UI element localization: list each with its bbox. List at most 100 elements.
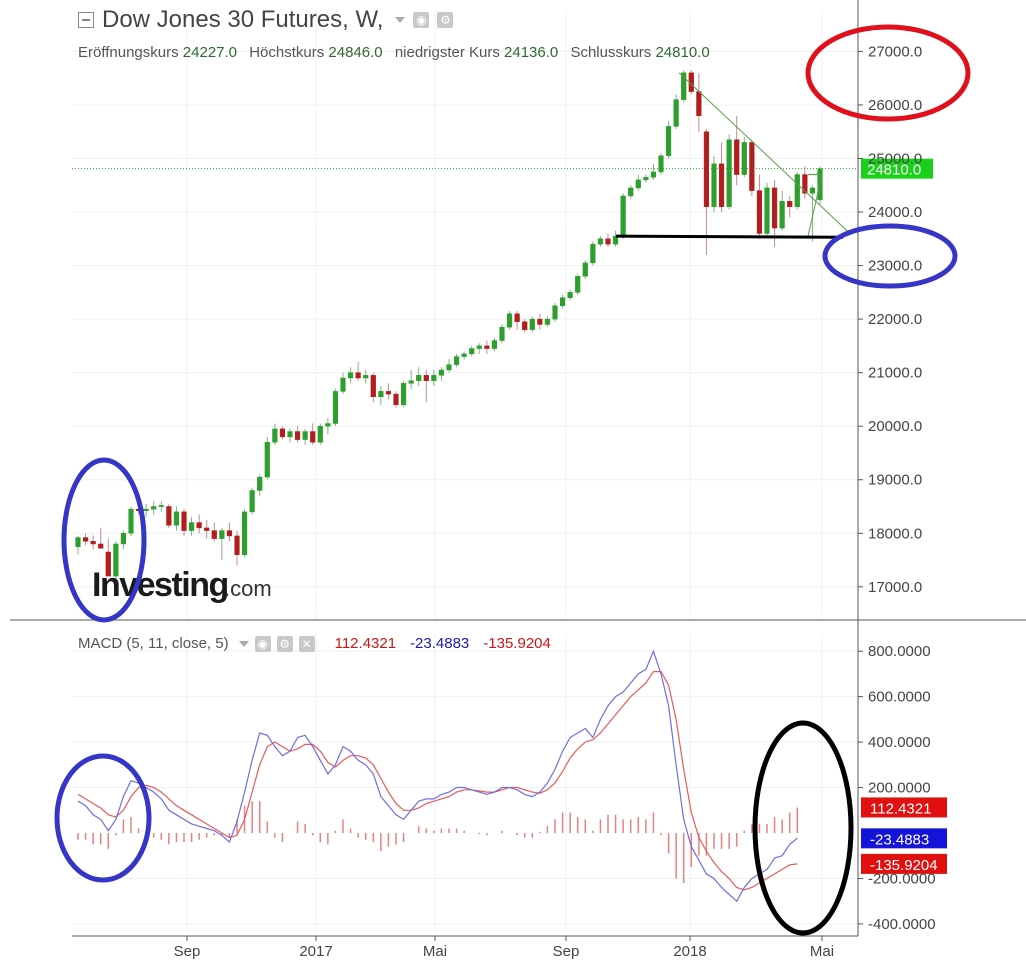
price-tick-label: 25000.0 <box>868 150 922 167</box>
candle-body <box>143 508 149 512</box>
macd-line <box>77 649 798 903</box>
candle-body <box>363 375 369 379</box>
candle-body <box>204 527 210 531</box>
candle-body <box>325 423 331 427</box>
macd-value-badge <box>861 828 947 849</box>
candle-body <box>681 72 687 100</box>
x-tick-label: 2017 <box>299 943 332 960</box>
candle-body <box>196 522 202 529</box>
candle-body <box>726 139 732 207</box>
candle-body <box>514 313 520 323</box>
axes: 17000.0 18000.0 19000.0 20000.0 21000.0 22000… <box>10 0 1026 960</box>
eye-icon[interactable]: ◉ <box>413 12 430 28</box>
candle-body <box>90 541 96 545</box>
candle-body <box>506 313 513 328</box>
x-tick-label: Mai <box>423 943 447 960</box>
signal-line <box>77 671 798 891</box>
candle-body <box>620 195 626 237</box>
candle-body <box>400 383 407 406</box>
candle-body <box>219 530 225 539</box>
candle-body <box>658 155 664 173</box>
candle-body <box>317 425 323 443</box>
candle-body <box>302 431 308 440</box>
candle-body <box>431 375 437 381</box>
macd-value-badge <box>861 853 947 874</box>
candle-body <box>355 372 361 379</box>
macd-pane: 112.4321 -23.4883 -135.9204 <box>77 649 947 903</box>
macd-tick-label: 400.0000 <box>868 734 931 751</box>
macd-value-badge-label: 112.4321 <box>870 800 931 817</box>
x-tick-label: 2018 <box>673 943 706 960</box>
ohlc-low-value: 24136.0 <box>504 44 559 61</box>
watermark-logo: Investing <box>92 566 228 604</box>
candle-body <box>264 442 270 478</box>
candle-body <box>272 428 278 443</box>
candle-body <box>696 91 702 116</box>
candle-body <box>476 345 482 349</box>
candle-body <box>120 533 127 545</box>
chevron-down-icon[interactable] <box>395 17 406 23</box>
ohlc-close-label: Schlusskurs <box>570 44 652 61</box>
price-tick-label: 23000.0 <box>868 258 922 275</box>
candle-body <box>82 537 89 542</box>
ohlc-high-label: Höchstkurs <box>249 44 325 61</box>
trendline-short <box>807 174 823 237</box>
annotation-ellipse-blue-left <box>61 457 147 623</box>
candle-body <box>734 139 740 175</box>
candle-body <box>105 551 111 577</box>
candle-body <box>787 201 793 207</box>
macd-legend: MACD (5, 11, close, 5) ◉ ⚙ ✕ 112.4321 -2… <box>78 635 551 652</box>
candle-body <box>249 490 255 513</box>
ohlc-legend: Eröffnungskurs 24227.0 Höchstkurs 24846.… <box>78 44 718 61</box>
x-tick-label: Sep <box>553 943 580 960</box>
candle-body <box>590 243 596 264</box>
candle-body <box>241 511 248 555</box>
candle-body <box>438 369 445 376</box>
macd-tick-label: 200.0000 <box>868 780 931 797</box>
candle-body <box>484 345 490 349</box>
chart-title-row: Dow Jones 30 Futures, W, ◉ ⚙ <box>78 6 454 34</box>
candle-body <box>597 238 604 245</box>
price-tick-label: 26000.0 <box>868 97 922 114</box>
candle-body <box>522 321 528 331</box>
candle-body <box>158 505 164 507</box>
close-icon[interactable]: ✕ <box>298 635 315 652</box>
candle-body <box>605 238 611 245</box>
annotation-ellipse-blue-right <box>822 223 958 289</box>
ohlc-low-label: niedrigster Kurs <box>394 44 500 61</box>
candle-body <box>741 142 747 175</box>
macd-tick-label: 800.0000 <box>868 643 931 660</box>
candle-body <box>643 176 649 181</box>
gear-icon[interactable]: ⚙ <box>276 635 293 652</box>
price-tick-label: 19000.0 <box>868 472 922 489</box>
candle-body <box>582 262 588 277</box>
candle-body <box>446 364 452 371</box>
candle-body <box>794 174 800 207</box>
candle-body <box>188 522 195 531</box>
candle-body <box>370 375 376 397</box>
gear-icon[interactable]: ⚙ <box>437 12 454 28</box>
candle-body <box>628 187 634 197</box>
price-tick-label: 18000.0 <box>868 525 922 542</box>
eye-icon[interactable]: ◉ <box>254 635 271 652</box>
candle-body <box>332 391 339 424</box>
candle-body <box>764 187 770 234</box>
candle-body <box>416 375 422 381</box>
candle-body <box>453 356 460 365</box>
chevron-down-icon[interactable] <box>238 640 249 647</box>
candle-body <box>575 276 581 293</box>
macd-value-badge-label: -135.9204 <box>870 857 938 874</box>
candle-body <box>567 292 573 298</box>
chart-title: Dow Jones 30 Futures, W, <box>102 6 384 33</box>
price-tick-label: 20000.0 <box>868 418 922 435</box>
collapse-toggle-icon[interactable] <box>78 12 94 28</box>
candle-body <box>310 431 316 443</box>
candle-body <box>385 391 392 395</box>
candle-body <box>340 377 346 392</box>
signal-value: -23.4883 <box>410 635 470 652</box>
candle-body <box>756 190 763 234</box>
annotation-ellipse-blue-macd <box>54 753 152 883</box>
macd-label: MACD (5, 11, close, 5) <box>78 635 229 652</box>
x-tick-label: Sep <box>174 943 201 960</box>
